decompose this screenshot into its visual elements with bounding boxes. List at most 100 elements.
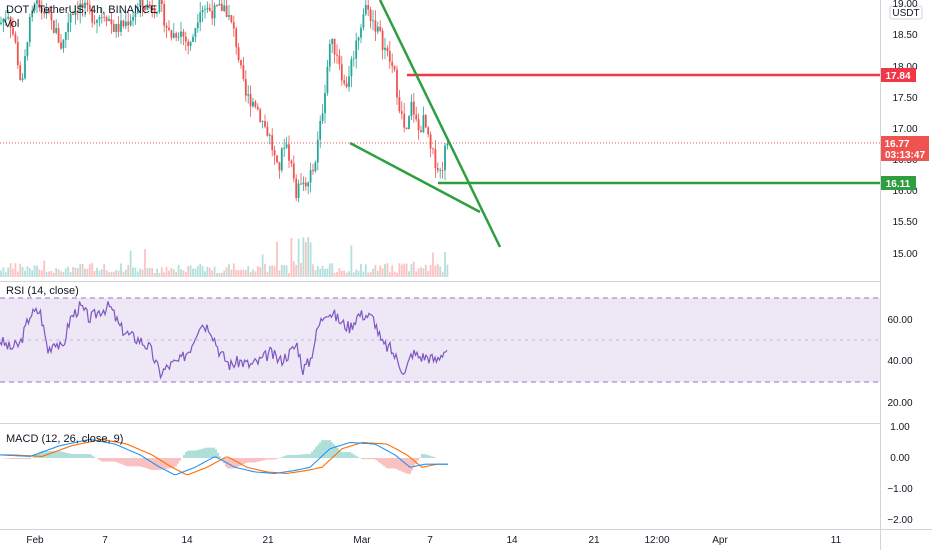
macd-histogram-bar bbox=[413, 458, 415, 468]
macd-histogram-bar bbox=[105, 458, 107, 462]
macd-histogram-bar bbox=[83, 454, 85, 458]
candle-body bbox=[52, 20, 55, 33]
macd-histogram-bar bbox=[93, 456, 95, 458]
volume-bar bbox=[50, 270, 53, 277]
volume-bar bbox=[28, 268, 31, 277]
macd-histogram-bar bbox=[257, 458, 259, 462]
volume-bar bbox=[110, 271, 113, 277]
volume-bar bbox=[249, 271, 252, 277]
volume-bar bbox=[108, 272, 110, 277]
volume-bar bbox=[31, 270, 34, 277]
time-tick: Feb bbox=[26, 535, 44, 546]
volume-bar bbox=[187, 266, 190, 277]
candle-body bbox=[309, 170, 312, 183]
candle-body bbox=[45, 9, 48, 14]
volume-bar bbox=[340, 270, 343, 277]
volume-bar bbox=[21, 266, 24, 277]
last-price-badge bbox=[881, 136, 929, 161]
candle-body bbox=[100, 16, 103, 18]
macd-histogram-bar bbox=[393, 458, 395, 469]
volume-bar bbox=[252, 269, 254, 277]
macd-histogram-bar bbox=[405, 458, 407, 474]
volume-bar bbox=[331, 263, 334, 277]
rsi-title[interactable]: RSI (14, close) bbox=[6, 285, 79, 297]
macd-histogram-bar bbox=[73, 454, 75, 458]
candle-body bbox=[208, 7, 211, 11]
candle-body bbox=[165, 25, 168, 28]
volume-bar bbox=[0, 270, 2, 277]
volume-bar bbox=[273, 265, 276, 277]
candle-body bbox=[319, 120, 322, 140]
macd-histogram-bar bbox=[193, 450, 195, 458]
volume-bar bbox=[36, 265, 38, 277]
macd-histogram-bar bbox=[293, 455, 295, 458]
volume-bar bbox=[172, 269, 175, 277]
macd-histogram-bar bbox=[365, 458, 367, 460]
candle-body bbox=[252, 101, 254, 107]
lower-trend-line[interactable] bbox=[349, 141, 481, 214]
candle-body bbox=[218, 3, 221, 6]
volume-bar bbox=[192, 268, 194, 277]
candle-body bbox=[141, 0, 144, 7]
candle-body bbox=[139, 0, 142, 7]
volume-bar bbox=[350, 245, 353, 277]
macd-title[interactable]: MACD (12, 26, close, 9) bbox=[6, 433, 123, 445]
candle-body bbox=[381, 30, 384, 50]
candle-body bbox=[57, 28, 60, 43]
macd-histogram-bar bbox=[41, 451, 43, 458]
macd-histogram-bar bbox=[77, 454, 79, 458]
candle-body bbox=[129, 20, 132, 26]
candle-body bbox=[300, 183, 302, 185]
currency-box[interactable] bbox=[889, 5, 923, 20]
candle-body bbox=[362, 14, 365, 28]
volume-bar bbox=[122, 271, 125, 277]
volume-bar bbox=[302, 237, 305, 277]
macd-histogram-bar bbox=[307, 454, 309, 458]
candle-body bbox=[432, 148, 434, 150]
candle-body bbox=[355, 40, 358, 59]
volume-bar bbox=[319, 268, 322, 277]
volume-bar bbox=[146, 268, 149, 277]
macd-histogram-bar bbox=[139, 458, 141, 467]
volume-bar bbox=[45, 271, 48, 277]
candle-body bbox=[333, 38, 336, 55]
macd-histogram-bar bbox=[69, 453, 71, 458]
macd-tick: −2.00 bbox=[887, 515, 913, 526]
candle-body bbox=[194, 28, 197, 37]
macd-histogram-bar bbox=[159, 458, 161, 470]
candle-body bbox=[230, 15, 233, 23]
macd-histogram-bar bbox=[263, 458, 265, 461]
macd-histogram-bar bbox=[403, 458, 405, 473]
symbol-title[interactable]: DOT / TetherUS, 4h, BINANCE bbox=[6, 4, 157, 16]
time-axis[interactable]: Feb 7 14 21 Mar 7 14 21 12:00 Apr 11 bbox=[26, 535, 841, 546]
volume-bar bbox=[300, 262, 302, 277]
macd-histogram-bar bbox=[315, 447, 317, 458]
macd-histogram-bar bbox=[63, 452, 65, 458]
macd-histogram-bar bbox=[251, 458, 253, 463]
descending-trend-line[interactable] bbox=[378, 0, 502, 248]
macd-histogram-bar bbox=[123, 458, 125, 466]
macd-histogram-bar bbox=[59, 451, 61, 458]
candle-body bbox=[7, 16, 10, 19]
macd-histogram-bar bbox=[103, 458, 105, 462]
volume-bar bbox=[117, 270, 120, 277]
candle-body bbox=[228, 15, 230, 17]
volume-bar bbox=[124, 269, 127, 277]
macd-histogram-bar bbox=[131, 458, 133, 467]
candle-body bbox=[384, 47, 386, 50]
candle-body bbox=[240, 59, 242, 66]
support-badge bbox=[881, 176, 916, 190]
macd-histogram-bar bbox=[91, 455, 93, 458]
volume-bar bbox=[177, 264, 180, 277]
candle-body bbox=[21, 78, 24, 80]
volume-bar bbox=[194, 268, 197, 277]
macd-histogram-bar bbox=[185, 452, 187, 458]
volume-bar bbox=[153, 272, 156, 277]
macd-histogram-bar bbox=[211, 447, 213, 458]
candle-body bbox=[398, 97, 401, 112]
candle-body bbox=[153, 10, 156, 14]
candle-body bbox=[105, 17, 108, 22]
volume-bar bbox=[165, 267, 168, 277]
candle-body bbox=[324, 93, 326, 114]
